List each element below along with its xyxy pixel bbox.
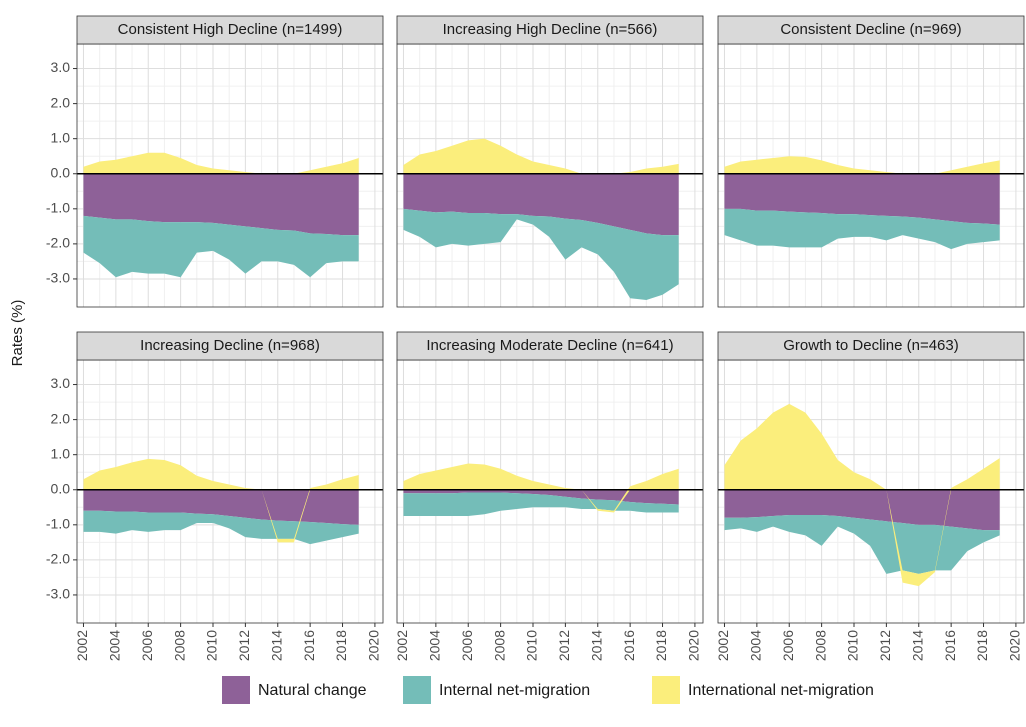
strip-title: Consistent High Decline (n=1499) (118, 21, 343, 38)
y-tick-label: 0.0 (51, 480, 71, 496)
x-tick-label: 2010 (204, 630, 220, 661)
x-tick-label: 2002 (715, 630, 731, 661)
area (724, 173, 1000, 225)
y-tick-label: -2.0 (46, 235, 70, 251)
panel: Increasing High Decline (n=566) (396, 15, 704, 308)
strip (396, 331, 704, 361)
x-tick-label: 2002 (74, 630, 90, 661)
strip (396, 15, 704, 45)
panel: Increasing Decline (n=968) -3.0 -2.0 -1.0 0.… (46, 331, 384, 661)
y-tick-label: 0.0 (51, 164, 71, 180)
x-tick-label: 2014 (588, 630, 604, 661)
area (403, 489, 679, 505)
x-tick-label: 2010 (524, 630, 540, 661)
panel: Growth to Decline (n=463) 2002 2004 2006 200… (715, 331, 1025, 661)
x-tick-label: 2014 (909, 630, 925, 661)
x-tick-label: 2004 (427, 630, 443, 661)
y-tick-label: -2.0 (46, 551, 70, 567)
y-tick-label: 1.0 (51, 445, 71, 461)
area (83, 215, 359, 278)
x-tick-label: 2012 (556, 630, 572, 661)
x-tick-label: 2016 (621, 630, 637, 661)
y-tick-label: -3.0 (46, 586, 70, 602)
panel: Increasing Moderate Decline (n=641) 2002 2… (394, 331, 704, 661)
x-tick-label: 2006 (139, 630, 155, 661)
strip (717, 15, 1025, 45)
y-tick-label: -1.0 (46, 200, 70, 216)
area (724, 156, 1000, 174)
legend-label: Internal net-migration (439, 682, 590, 699)
x-tick-label: 2018 (653, 630, 669, 661)
area (403, 463, 679, 513)
legend-label: International net-migration (688, 682, 874, 699)
x-tick-label: 2002 (394, 630, 410, 661)
x-tick-label: 2016 (942, 630, 958, 661)
area (724, 403, 1000, 587)
area (83, 173, 359, 236)
area (83, 510, 359, 545)
x-tick-label: 2012 (877, 630, 893, 661)
legend-swatch (403, 676, 431, 704)
x-tick-label: 2008 (171, 630, 187, 661)
x-tick-label: 2008 (812, 630, 828, 661)
strip-title: Consistent Decline (n=969) (780, 21, 961, 38)
strip-title: Growth to Decline (n=463) (783, 337, 959, 354)
area (403, 173, 679, 236)
x-tick-label: 2008 (491, 630, 507, 661)
x-tick-label: 2018 (974, 630, 990, 661)
x-tick-label: 2012 (236, 630, 252, 661)
y-tick-label: -3.0 (46, 270, 70, 286)
area (403, 208, 679, 300)
y-tick-label: -1.0 (46, 516, 70, 532)
y-tick-label: 3.0 (51, 375, 71, 391)
x-tick-label: 2016 (301, 630, 317, 661)
y-tick-label: 3.0 (51, 59, 71, 75)
x-tick-label: 2020 (1007, 630, 1023, 661)
panel: Consistent Decline (n=969) (717, 15, 1025, 308)
strip (717, 331, 1025, 361)
x-tick-label: 2010 (845, 630, 861, 661)
strip-title: Increasing Moderate Decline (n=641) (426, 337, 673, 354)
strip-title: Increasing High Decline (n=566) (443, 21, 658, 38)
x-tick-label: 2014 (268, 630, 284, 661)
strip-title: Increasing Decline (n=968) (140, 337, 320, 354)
area (724, 514, 1000, 574)
x-tick-label: 2020 (366, 630, 382, 661)
strip (76, 15, 384, 45)
x-tick-label: 2004 (748, 630, 764, 661)
area (724, 489, 1000, 531)
x-tick-label: 2020 (686, 630, 702, 661)
area (83, 489, 359, 525)
x-tick-label: 2006 (780, 630, 796, 661)
legend-swatch (222, 676, 250, 704)
y-tick-label: 1.0 (51, 129, 71, 145)
area (403, 492, 679, 517)
area (403, 138, 679, 174)
area (724, 208, 1000, 250)
y-axis-label: Rates (%) (9, 300, 26, 367)
panel: Consistent High Decline (n=1499) -3.0 -2.0… (46, 15, 384, 308)
y-tick-label: 2.0 (51, 410, 71, 426)
x-tick-label: 2004 (107, 630, 123, 661)
legend-label: Natural change (258, 682, 367, 699)
x-tick-label: 2006 (459, 630, 475, 661)
strip (76, 331, 384, 361)
area (83, 152, 359, 174)
legend-swatch (652, 676, 680, 704)
x-tick-label: 2018 (333, 630, 349, 661)
y-tick-label: 2.0 (51, 94, 71, 110)
area (83, 458, 359, 543)
